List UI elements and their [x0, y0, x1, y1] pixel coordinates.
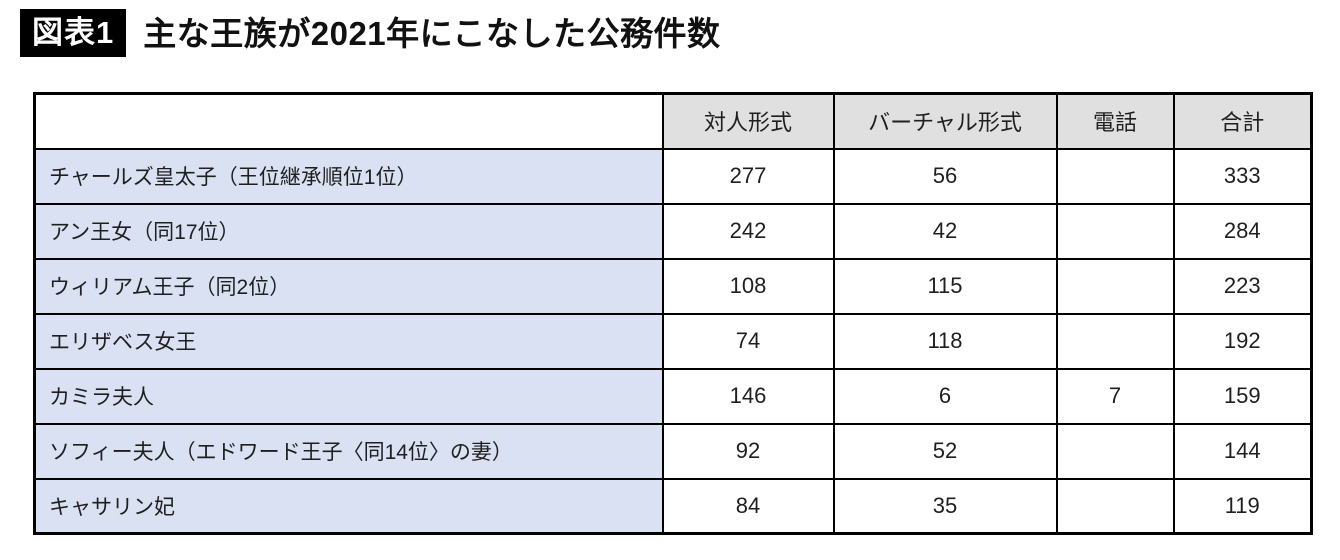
table-body: チャールズ皇太子（王位継承順位1位） 277 56 333 アン王女（同17位） 242 4…: [33, 147, 1313, 535]
row-label: キャサリン妃: [33, 477, 664, 535]
cell-value: [1055, 477, 1175, 535]
royal-duties-table: 対人形式 バーチャル形式 電話 合計 チャールズ皇太子（王位継承順位1位） 277 56 3…: [33, 92, 1313, 535]
row-label: ソフィー夫人（エドワード王子〈同14位〉の妻）: [33, 422, 664, 480]
table-row: ウィリアム王子（同2位） 108 115 223: [33, 257, 1313, 315]
cell-value: 333: [1172, 147, 1313, 205]
cell-value: 42: [832, 202, 1058, 260]
cell-value: [1055, 312, 1175, 370]
cell-value: 92: [661, 422, 835, 480]
row-label: アン王女（同17位）: [33, 202, 664, 260]
cell-value: 242: [661, 202, 835, 260]
column-header: 合計: [1172, 92, 1313, 150]
table-row: アン王女（同17位） 242 42 284: [33, 202, 1313, 260]
cell-value: 146: [661, 367, 835, 425]
table-row: ソフィー夫人（エドワード王子〈同14位〉の妻） 92 52 144: [33, 422, 1313, 480]
cell-value: 7: [1055, 367, 1175, 425]
cell-value: 118: [832, 312, 1058, 370]
cell-value: 74: [661, 312, 835, 370]
cell-value: 52: [832, 422, 1058, 480]
cell-value: [1055, 422, 1175, 480]
figure-title: 図表1 主な王族が2021年にこなした公務件数: [20, 9, 721, 57]
cell-value: 35: [832, 477, 1058, 535]
table-row: カミラ夫人 146 6 7 159: [33, 367, 1313, 425]
corner-header-cell: [33, 92, 664, 150]
cell-value: 284: [1172, 202, 1313, 260]
column-header: 電話: [1055, 92, 1175, 150]
table-header-row: 対人形式 バーチャル形式 電話 合計: [33, 92, 1313, 150]
cell-value: 56: [832, 147, 1058, 205]
column-header: バーチャル形式: [832, 92, 1058, 150]
cell-value: [1055, 202, 1175, 260]
cell-value: 84: [661, 477, 835, 535]
cell-value: 108: [661, 257, 835, 315]
row-label: ウィリアム王子（同2位）: [33, 257, 664, 315]
cell-value: 277: [661, 147, 835, 205]
table-row: エリザベス女王 74 118 192: [33, 312, 1313, 370]
cell-value: 119: [1172, 477, 1313, 535]
cell-value: 159: [1172, 367, 1313, 425]
row-label: エリザベス女王: [33, 312, 664, 370]
column-header: 対人形式: [661, 92, 835, 150]
cell-value: [1055, 257, 1175, 315]
cell-value: 144: [1172, 422, 1313, 480]
table-row: キャサリン妃 84 35 119: [33, 477, 1313, 535]
table-row: チャールズ皇太子（王位継承順位1位） 277 56 333: [33, 147, 1313, 205]
row-label: チャールズ皇太子（王位継承順位1位）: [33, 147, 664, 205]
figure-badge: 図表1: [20, 9, 127, 57]
cell-value: 6: [832, 367, 1058, 425]
cell-value: 192: [1172, 312, 1313, 370]
cell-value: 115: [832, 257, 1058, 315]
cell-value: 223: [1172, 257, 1313, 315]
cell-value: [1055, 147, 1175, 205]
page-title: 主な王族が2021年にこなした公務件数: [143, 14, 721, 52]
row-label: カミラ夫人: [33, 367, 664, 425]
